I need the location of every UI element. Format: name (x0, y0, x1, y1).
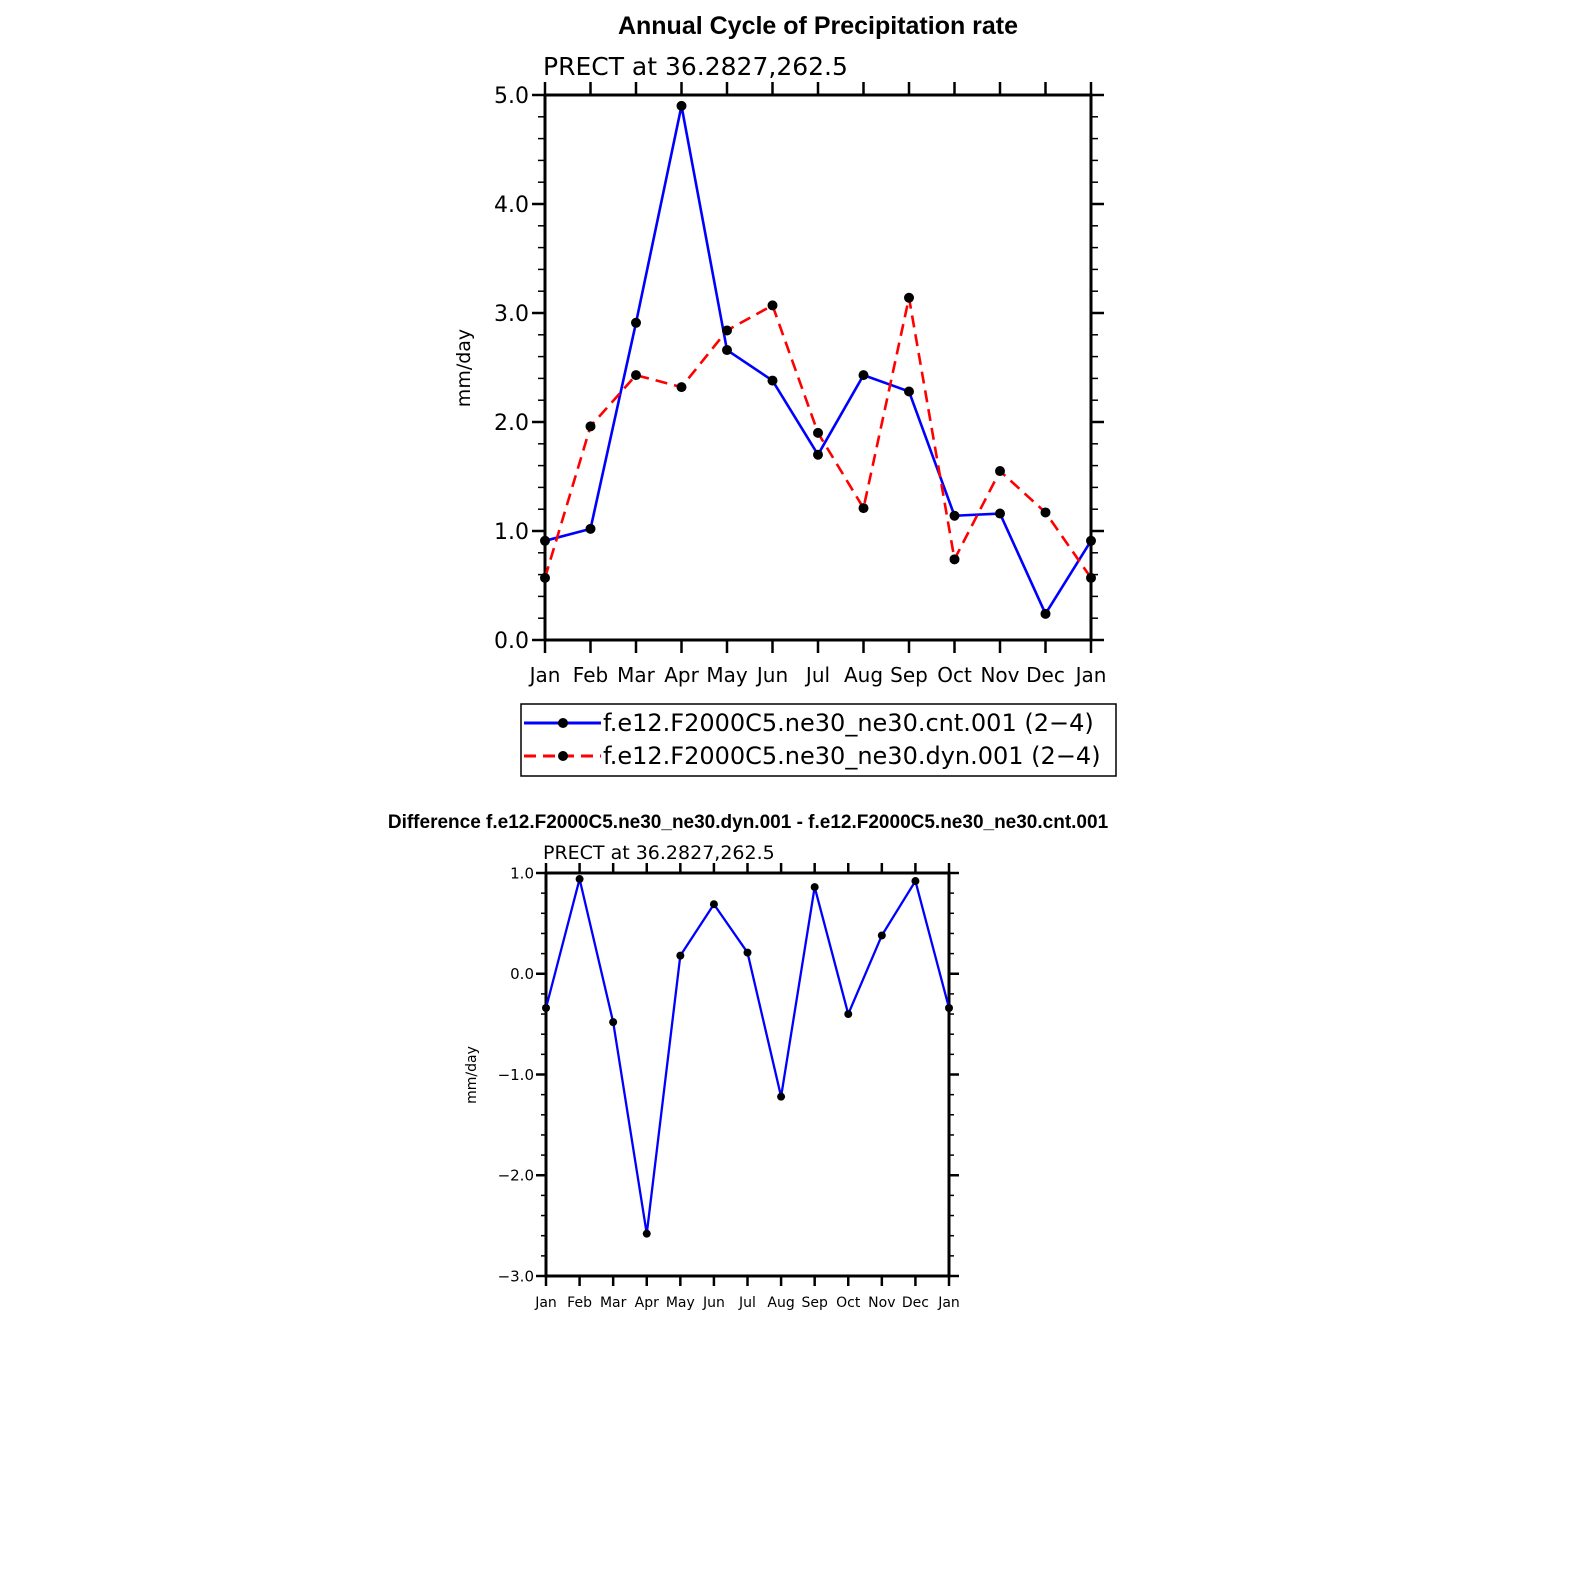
x-tick-label: Jul (804, 663, 830, 687)
y-tick-label: −1.0 (498, 1066, 534, 1084)
y-tick-label: 3.0 (494, 302, 529, 327)
series-line-0 (544, 877, 951, 1235)
data-point (844, 1010, 853, 1019)
data-point (642, 1229, 651, 1238)
data-point (631, 317, 641, 328)
data-point (858, 370, 869, 381)
difference-chart: Difference f.e12.F2000C5.ne30_ne30.dyn.0… (388, 812, 1109, 1311)
x-tick-label: Aug (767, 1295, 794, 1311)
legend: f.e12.F2000C5.ne30_ne30.cnt.001 (2−4) f.… (520, 703, 1117, 777)
y-axis-label: mm/day (453, 329, 475, 407)
y-tick-label: 2.0 (494, 411, 529, 436)
data-point (877, 931, 886, 940)
x-tick-label: Feb (573, 663, 608, 687)
data-point (575, 875, 584, 884)
x-tick-label: Jan (534, 1295, 557, 1311)
legend-label-dyn: f.e12.F2000C5.ne30_ne30.dyn.001 (2−4) (603, 742, 1101, 770)
annual-cycle-chart: Annual Cycle of Precipitation rate PRECT… (453, 12, 1117, 777)
x-tick-label: Sep (801, 1295, 828, 1311)
x-tick-label: Dec (902, 1295, 929, 1311)
legend-label-cnt: f.e12.F2000C5.ne30_ne30.cnt.001 (2−4) (603, 709, 1094, 737)
data-point (995, 466, 1005, 477)
data-point (858, 503, 869, 514)
y-tick-label: 5.0 (494, 84, 529, 109)
x-tick-label: Jan (937, 1295, 960, 1311)
x-tick-label: Mar (617, 663, 656, 687)
x-tick-label: Aug (844, 663, 883, 687)
x-tick-label: Nov (980, 663, 1019, 687)
difference-series-layer (542, 875, 953, 1238)
data-point (1086, 572, 1096, 583)
difference-axes: Jan Feb Mar Apr May Jun Jul Aug Sep Oct Nov Dec Jan−… (498, 863, 960, 1311)
data-point (949, 554, 960, 565)
y-tick-label: −2.0 (498, 1167, 534, 1185)
x-tick-label: Sep (890, 663, 928, 687)
chart-title: Annual Cycle of Precipitation rate (618, 12, 1018, 40)
chart-subtitle: PRECT at 36.2827,262.5 (543, 52, 848, 81)
y-tick-label: 1.0 (510, 864, 534, 882)
x-tick-label: Mar (600, 1295, 627, 1311)
data-point (722, 325, 732, 336)
data-point (995, 508, 1005, 519)
x-tick-label: Jun (702, 1295, 725, 1311)
y-tick-label: 0.0 (510, 965, 534, 983)
x-tick-label: May (706, 663, 748, 687)
data-point (813, 449, 823, 460)
y-tick-label: 1.0 (494, 520, 529, 545)
x-tick-label: Oct (836, 1295, 861, 1311)
x-tick-label: May (666, 1295, 695, 1311)
data-point (722, 345, 732, 356)
legend-marker-dyn (558, 751, 568, 761)
data-point (949, 510, 960, 521)
x-tick-label: Jan (1074, 663, 1107, 687)
data-point (904, 292, 914, 303)
x-tick-label: Apr (635, 1295, 659, 1311)
data-point (585, 421, 596, 432)
data-point (631, 370, 641, 381)
x-tick-label: Oct (937, 663, 972, 687)
data-point (540, 535, 550, 546)
legend-marker-cnt (558, 718, 568, 728)
data-point (767, 375, 778, 386)
data-point (904, 386, 914, 397)
series-line-0 (544, 104, 1093, 616)
data-point (709, 900, 718, 909)
data-point (1086, 535, 1096, 546)
data-point (777, 1092, 786, 1101)
difference-title: Difference f.e12.F2000C5.ne30_ne30.dyn.0… (388, 812, 1109, 833)
x-tick-label: Jul (738, 1295, 756, 1311)
data-point (1040, 608, 1051, 619)
x-tick-label: Apr (664, 663, 699, 687)
x-tick-label: Jun (755, 663, 788, 687)
axes: Jan Feb Mar Apr May Jun Jul Aug Sep Oct Nov Dec Jan 0… (494, 82, 1106, 687)
difference-plot-frame (544, 871, 951, 1278)
x-tick-label: Nov (868, 1295, 895, 1311)
difference-y-axis-label: mm/day (464, 1046, 480, 1104)
data-point (676, 100, 687, 111)
data-point (945, 1004, 953, 1013)
x-tick-label: Feb (567, 1295, 592, 1311)
data-point (767, 300, 778, 311)
data-point (542, 1004, 550, 1013)
x-tick-label: Jan (528, 663, 561, 687)
y-tick-label: 4.0 (494, 193, 529, 218)
data-point (585, 523, 596, 534)
data-point (743, 948, 752, 957)
difference-subtitle: PRECT at 36.2827,262.5 (543, 842, 775, 864)
x-tick-label: Dec (1026, 663, 1065, 687)
y-tick-label: 0.0 (494, 629, 529, 654)
legend-box (520, 703, 1117, 777)
y-tick-label: −3.0 (498, 1267, 534, 1285)
data-point (609, 1018, 618, 1027)
series-layer (540, 100, 1096, 619)
data-point (813, 427, 823, 438)
data-point (810, 883, 819, 892)
data-point (1040, 507, 1051, 518)
data-point (911, 877, 920, 886)
data-point (676, 382, 687, 393)
data-point (540, 572, 550, 583)
data-point (676, 951, 685, 960)
